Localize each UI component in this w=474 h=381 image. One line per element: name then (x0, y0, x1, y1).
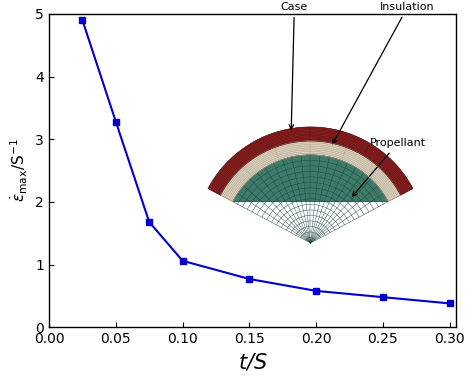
Text: Propellant: Propellant (353, 138, 426, 196)
Polygon shape (208, 127, 413, 195)
Y-axis label: $\dot{\varepsilon}_{\mathrm{max}}$/S$^{-1}$: $\dot{\varepsilon}_{\mathrm{max}}$/S$^{-… (9, 139, 30, 202)
Polygon shape (233, 155, 388, 202)
Polygon shape (220, 141, 401, 202)
Text: Insulation: Insulation (333, 2, 435, 144)
X-axis label: $t$/S: $t$/S (238, 352, 268, 373)
Text: Case: Case (281, 2, 308, 129)
